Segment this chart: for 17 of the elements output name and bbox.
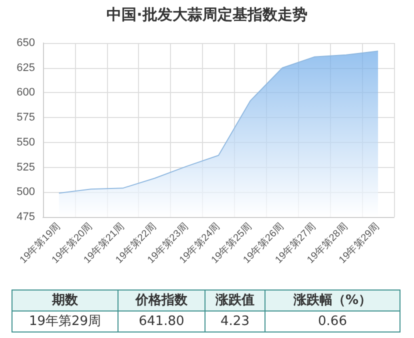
y-tick-label: 625 — [16, 62, 35, 74]
text: 期数 — [51, 293, 79, 308]
text: 涨跌幅（%） — [292, 293, 372, 308]
text: 涨跌值 — [214, 293, 254, 308]
text: 19年第29周 — [28, 314, 102, 329]
y-tick-label: 575 — [16, 112, 35, 124]
y-tick-label: 525 — [16, 161, 35, 174]
chart-title: 中国·批发大蒜周定基指数走势 — [106, 6, 308, 24]
text: 价格指数 — [134, 293, 188, 308]
y-tick-label: 500 — [16, 186, 35, 198]
text: 4.23 — [220, 314, 250, 329]
text: 641.80 — [138, 314, 184, 329]
text: 0.66 — [318, 314, 347, 329]
y-tick-label: 650 — [16, 37, 35, 49]
y-tick-label: 475 — [16, 211, 35, 223]
y-tick-label: 600 — [16, 86, 35, 99]
y-tick-label: 550 — [16, 136, 35, 148]
